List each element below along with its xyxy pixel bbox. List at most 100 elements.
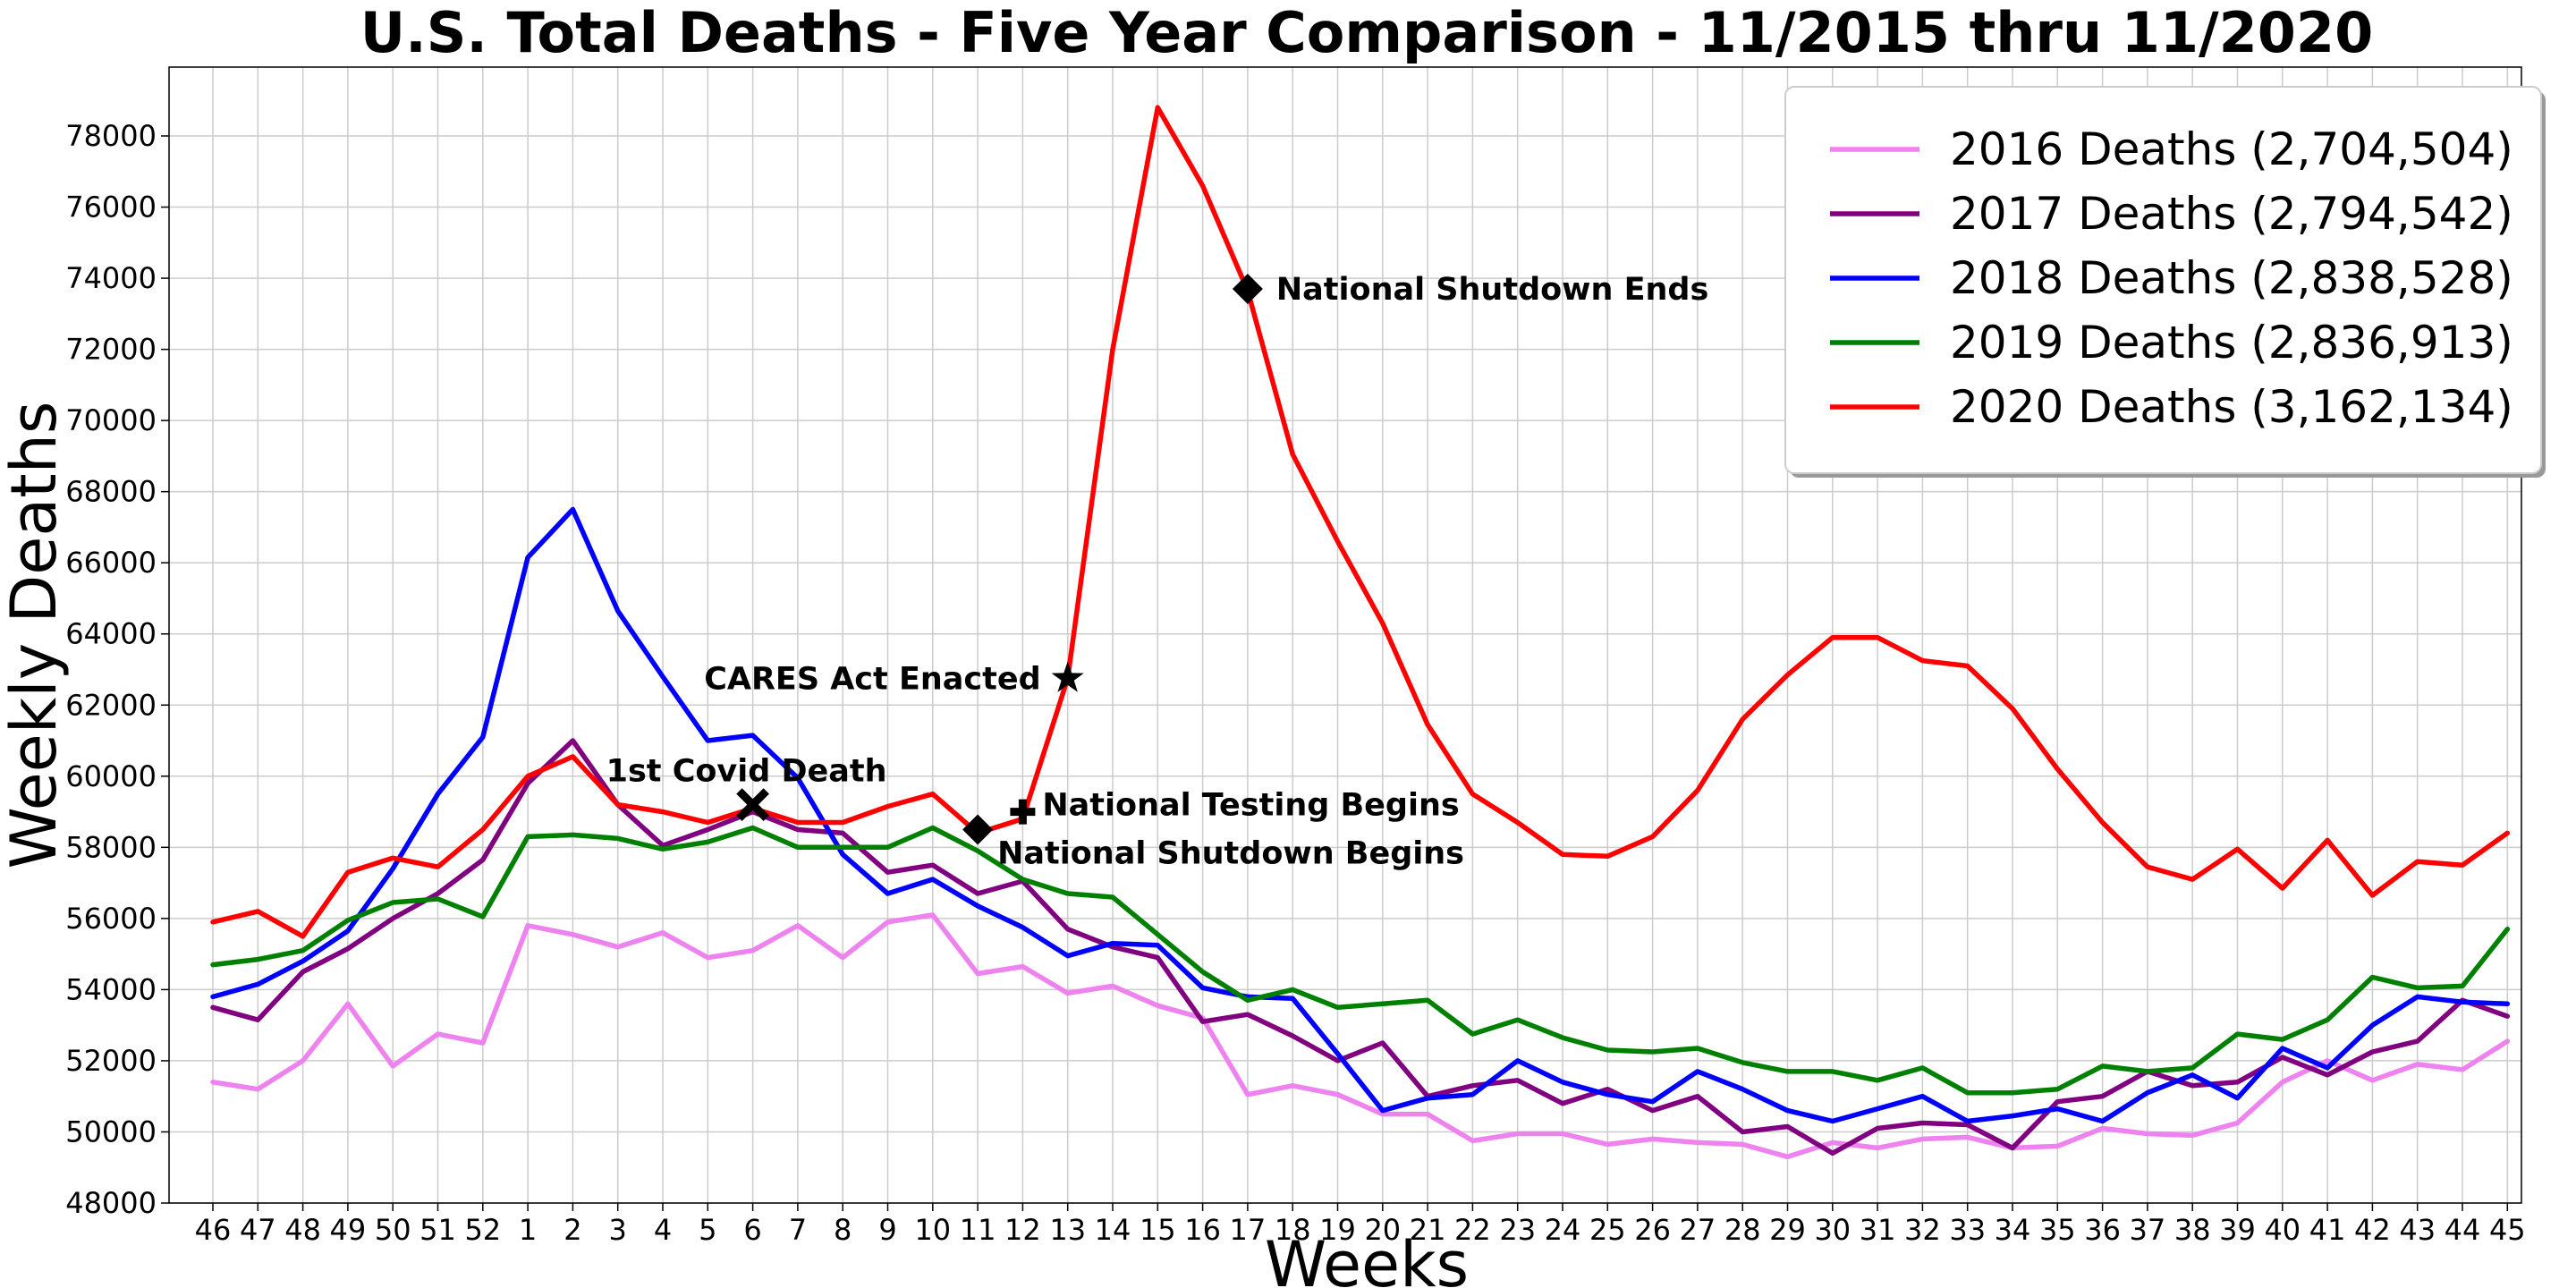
series-line-1 xyxy=(210,738,2511,1157)
legend-box xyxy=(1784,86,2542,474)
x-tick-label: 35 xyxy=(2039,1213,2076,1247)
plus-marker xyxy=(1010,799,1036,825)
x-tick-label: 10 xyxy=(914,1213,951,1247)
x-tick-label: 24 xyxy=(1545,1213,1581,1247)
annotation-label: National Shutdown Ends xyxy=(1276,272,1708,308)
x-tick-label: 12 xyxy=(1004,1213,1041,1247)
annotation-label: National Shutdown Begins xyxy=(997,835,1464,871)
legend-label: 2020 Deaths (3,162,134) xyxy=(1950,381,2513,433)
annotations: 1st Covid Death National Shutdown Begins N… xyxy=(606,272,1709,871)
x-tick-label: 46 xyxy=(195,1213,232,1247)
legend: 2016 Deaths (2,704,504) 2017 Deaths (2,79… xyxy=(1784,86,2546,478)
legend-label: 2018 Deaths (2,838,528) xyxy=(1950,252,2513,304)
chart-title: U.S. Total Deaths - Five Year Comparison… xyxy=(360,0,2373,65)
x-tick-label: 34 xyxy=(1995,1213,2031,1247)
x-tick-label: 6 xyxy=(743,1213,761,1247)
x-tick-label: 19 xyxy=(1319,1213,1356,1247)
y-tick-label: 76000 xyxy=(65,191,157,225)
x-tick-label: 49 xyxy=(330,1213,367,1247)
y-tick-label: 50000 xyxy=(65,1114,157,1148)
y-tick-label: 70000 xyxy=(65,403,157,437)
y-tick-label: 52000 xyxy=(65,1044,157,1078)
diamond-marker xyxy=(1232,273,1263,304)
y-tick-label: 54000 xyxy=(65,972,157,1006)
star-marker xyxy=(1051,661,1084,692)
x-axis-label: Weeks xyxy=(1265,1228,1469,1288)
x-tick-label: 17 xyxy=(1230,1213,1267,1247)
legend-label: 2017 Deaths (2,794,542) xyxy=(1950,188,2513,240)
x-marker xyxy=(736,788,769,821)
annotation-label: CARES Act Enacted xyxy=(704,661,1041,697)
x-tick-label: 29 xyxy=(1769,1213,1806,1247)
x-tick-label: 1 xyxy=(519,1213,537,1247)
y-axis: 48000 50000 52000 54000 56000 58000 60000 62000… xyxy=(65,119,169,1220)
x-tick-label: 33 xyxy=(1949,1213,1986,1247)
y-tick-label: 66000 xyxy=(65,546,157,580)
x-tick-label: 30 xyxy=(1814,1213,1851,1247)
plot-frame xyxy=(168,66,2522,1204)
y-tick-label: 78000 xyxy=(65,119,157,153)
x-tick-label: 11 xyxy=(960,1213,996,1247)
x-tick-label: 51 xyxy=(419,1213,456,1247)
x-tick-label: 8 xyxy=(834,1213,852,1247)
y-tick-label: 64000 xyxy=(65,617,157,651)
x-tick-label: 41 xyxy=(2309,1213,2346,1247)
x-tick-label: 39 xyxy=(2219,1213,2256,1247)
x-axis: 46 47 48 49 50 51 52 1 2 3 4 5 6 7 8 9 10 11 12 13 14 15 16 17 1… xyxy=(195,1203,2526,1247)
y-tick-label: 62000 xyxy=(65,688,157,722)
x-tick-label: 31 xyxy=(1860,1213,1896,1247)
x-tick-label: 44 xyxy=(2445,1213,2481,1247)
x-tick-label: 13 xyxy=(1049,1213,1086,1247)
y-tick-label: 58000 xyxy=(65,830,157,864)
x-tick-label: 52 xyxy=(464,1213,501,1247)
x-tick-label: 50 xyxy=(375,1213,411,1247)
y-tick-label: 48000 xyxy=(65,1186,157,1220)
y-tick-label: 68000 xyxy=(65,475,157,509)
x-tick-label: 20 xyxy=(1364,1213,1401,1247)
x-tick-label: 14 xyxy=(1095,1213,1131,1247)
x-tick-label: 25 xyxy=(1589,1213,1626,1247)
y-tick-label: 56000 xyxy=(65,902,157,936)
x-tick-label: 42 xyxy=(2354,1213,2391,1247)
x-tick-label: 5 xyxy=(699,1213,716,1247)
x-tick-label: 28 xyxy=(1724,1213,1761,1247)
x-tick-label: 3 xyxy=(609,1213,627,1247)
x-tick-label: 9 xyxy=(878,1213,896,1247)
legend-items: 2016 Deaths (2,704,504) 2017 Deaths (2,79… xyxy=(1830,123,2513,433)
x-tick-label: 36 xyxy=(2084,1213,2121,1247)
x-tick-label: 38 xyxy=(2174,1213,2211,1247)
x-tick-label: 15 xyxy=(1140,1213,1176,1247)
series-line-2 xyxy=(210,506,2511,1124)
x-tick-label: 40 xyxy=(2264,1213,2301,1247)
x-tick-label: 27 xyxy=(1680,1213,1716,1247)
x-tick-label: 7 xyxy=(789,1213,807,1247)
series-line-0 xyxy=(210,912,2511,1160)
series-line-3 xyxy=(210,825,2511,1096)
x-tick-label: 32 xyxy=(1904,1213,1941,1247)
x-tick-label: 4 xyxy=(654,1213,672,1247)
series-line-4 xyxy=(210,105,2511,939)
y-axis-label: Weekly Deaths xyxy=(0,401,71,869)
x-tick-label: 22 xyxy=(1454,1213,1491,1247)
legend-label: 2016 Deaths (2,704,504) xyxy=(1950,123,2513,175)
annotation-label: National Testing Begins xyxy=(1042,788,1459,824)
y-tick-label: 72000 xyxy=(65,333,157,367)
y-tick-label: 60000 xyxy=(65,759,157,793)
annotation-label: 1st Covid Death xyxy=(606,754,887,790)
x-tick-label: 45 xyxy=(2489,1213,2526,1247)
legend-label: 2019 Deaths (2,836,913) xyxy=(1950,317,2513,369)
y-tick-label: 74000 xyxy=(65,261,157,295)
x-tick-label: 43 xyxy=(2399,1213,2436,1247)
series-lines xyxy=(210,105,2511,1160)
x-tick-label: 48 xyxy=(284,1213,321,1247)
x-tick-label: 23 xyxy=(1499,1213,1536,1247)
diamond-marker xyxy=(962,814,994,845)
x-tick-label: 26 xyxy=(1634,1213,1671,1247)
x-tick-label: 2 xyxy=(564,1213,581,1247)
x-tick-label: 16 xyxy=(1184,1213,1221,1247)
x-tick-label: 47 xyxy=(240,1213,276,1247)
x-tick-label: 37 xyxy=(2130,1213,2166,1247)
x-tick-label: 18 xyxy=(1275,1213,1311,1247)
x-tick-label: 21 xyxy=(1410,1213,1446,1247)
